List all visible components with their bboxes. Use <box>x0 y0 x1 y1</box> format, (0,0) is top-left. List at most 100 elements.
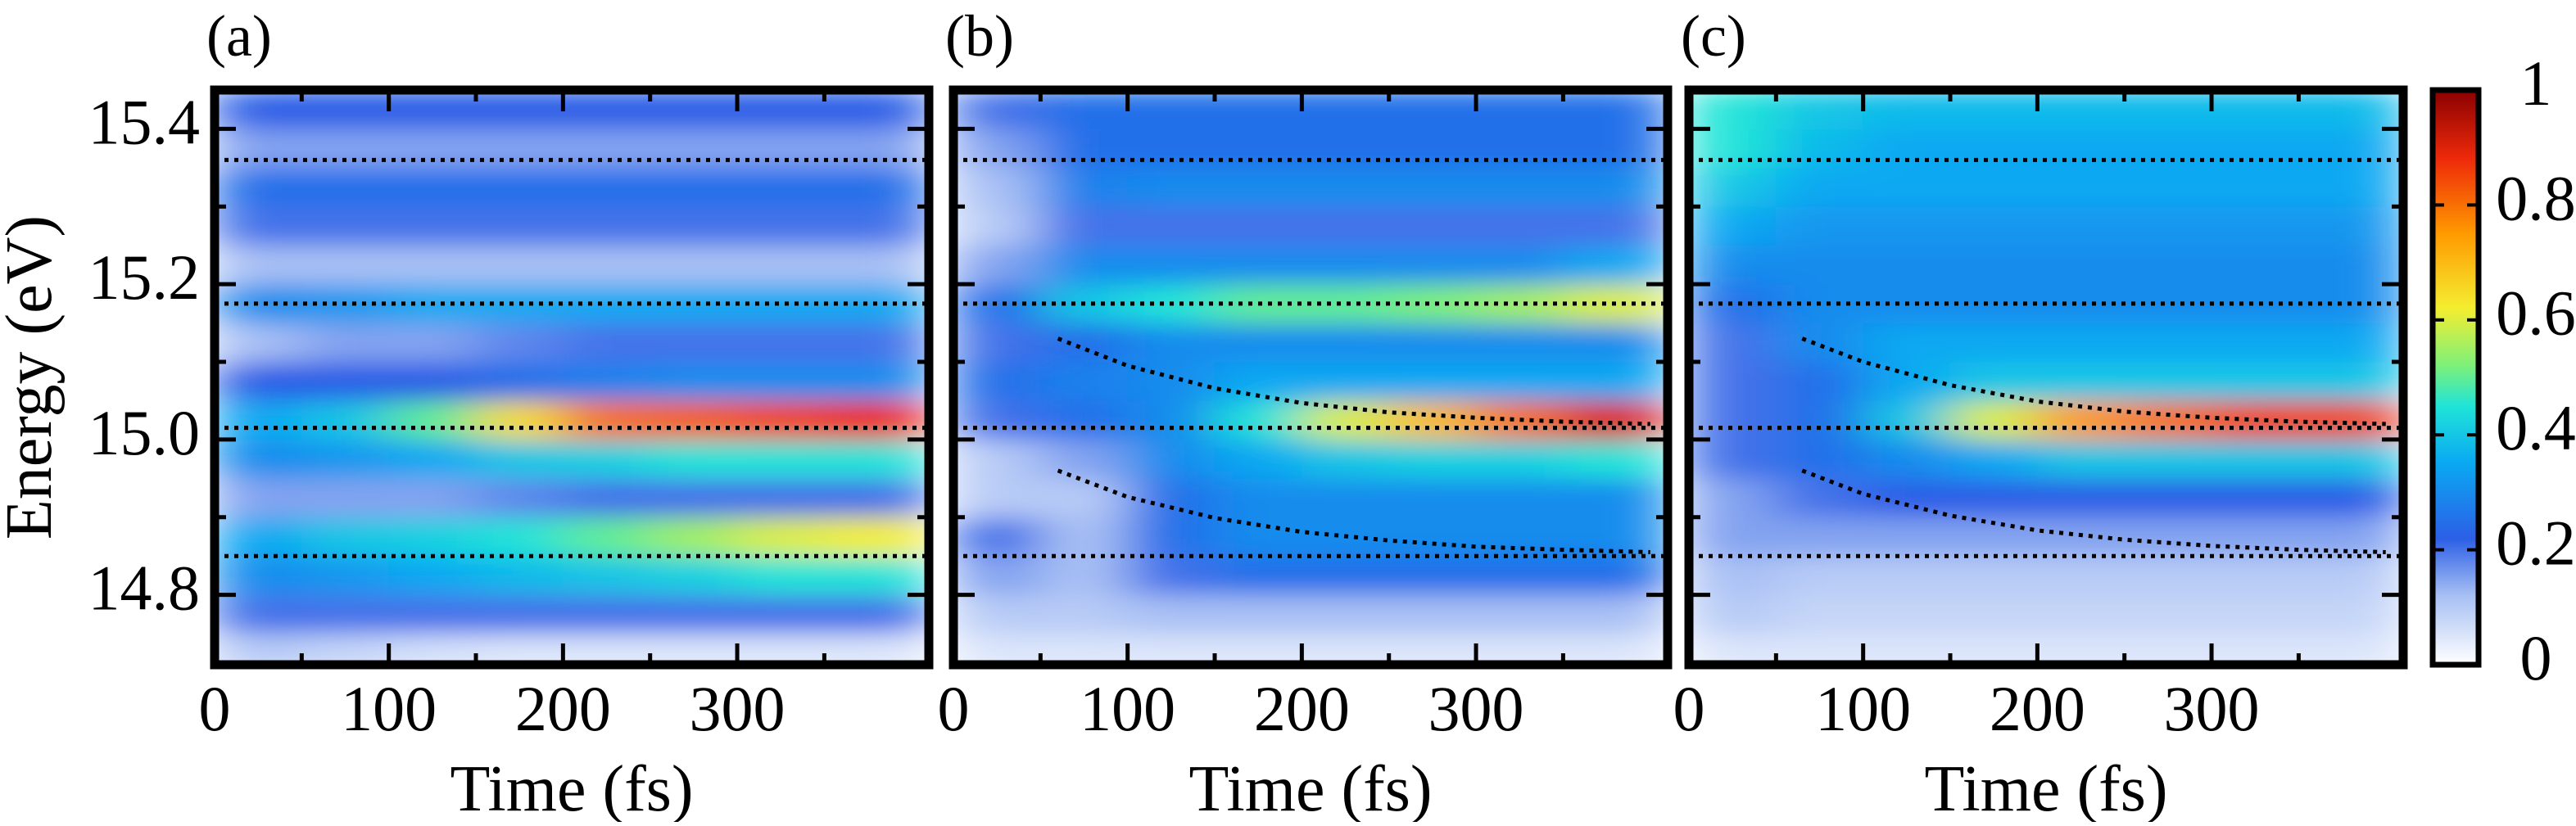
heatmap-cell <box>301 90 390 129</box>
heatmap-cell <box>2124 555 2212 596</box>
heatmap-cell <box>1775 633 1864 665</box>
heatmap-cell <box>953 283 1041 324</box>
heatmap-cell <box>215 128 302 169</box>
heatmap-cell <box>953 245 1041 285</box>
heatmap-cell <box>2298 477 2403 518</box>
heatmap-cell <box>823 205 929 246</box>
heatmap-cell <box>1214 517 1302 557</box>
heatmap-cell <box>1949 167 2038 207</box>
heatmap-cell <box>215 477 302 518</box>
heatmap-cell <box>1562 399 1668 440</box>
heatmap-cell <box>2298 128 2403 169</box>
heatmap-cell <box>1039 594 1129 634</box>
heatmap-cell <box>1039 323 1129 363</box>
plot-area <box>953 90 1668 665</box>
heatmap-cell <box>1775 361 1864 401</box>
heatmap-cell <box>215 167 302 207</box>
heatmap-cell <box>823 633 929 665</box>
heatmap-cell <box>1863 517 1951 557</box>
heatmap-cell <box>1689 205 1777 246</box>
heatmap-cell <box>1475 477 1564 518</box>
heatmap-cell <box>2124 90 2212 129</box>
heatmap-cell <box>1301 555 1390 596</box>
heatmap-cell <box>650 555 738 596</box>
heatmap-cell <box>1775 555 1864 596</box>
heatmap-cell <box>1863 245 1951 285</box>
heatmap-cell <box>650 399 738 440</box>
heatmap-cell <box>1301 167 1390 207</box>
heatmap-cell <box>1301 205 1390 246</box>
heatmap-cell <box>562 594 651 634</box>
heatmap-cell <box>1689 323 1777 363</box>
heatmap-cell <box>650 167 738 207</box>
heatmap-cell <box>2036 283 2126 324</box>
heatmap-cell <box>388 167 477 207</box>
heatmap-cell <box>475 361 564 401</box>
heatmap-cell <box>1949 399 2038 440</box>
heatmap-cell <box>1388 477 1477 518</box>
heatmap-cell <box>2298 323 2403 363</box>
heatmap-cell <box>2036 90 2126 129</box>
heatmap-cell <box>215 439 302 479</box>
heatmap-cell <box>215 633 302 665</box>
heatmap-cell <box>953 323 1041 363</box>
heatmap-cell <box>562 399 651 440</box>
heatmap-cell <box>1689 439 1777 479</box>
heatmap-cell <box>736 477 825 518</box>
heatmap-cell <box>1127 167 1216 207</box>
heatmap-cell <box>1214 167 1302 207</box>
heatmap-cell <box>1775 245 1864 285</box>
heatmap-cell <box>1301 283 1390 324</box>
heatmap-cell <box>1775 128 1864 169</box>
heatmap-cell <box>1214 399 1302 440</box>
heatmap-cell <box>1388 517 1477 557</box>
heatmap-cell <box>1689 283 1777 324</box>
heatmap-cell <box>1775 205 1864 246</box>
plot-area <box>1689 90 2403 665</box>
heatmap-cell <box>953 90 1041 129</box>
heatmap-cell <box>1475 517 1564 557</box>
heatmap-cell <box>1863 323 1951 363</box>
heatmap-cell <box>2298 633 2403 665</box>
heatmap-cell <box>1388 90 1477 129</box>
heatmap-cell <box>1301 90 1390 129</box>
heatmap-cell <box>2211 361 2299 401</box>
heatmap-cell <box>1562 517 1668 557</box>
panel-label: (b) <box>945 3 1014 69</box>
colorbar-tick-label: 0 <box>2520 622 2552 693</box>
heatmap-cell <box>475 323 564 363</box>
heatmap-cell <box>2124 517 2212 557</box>
heatmap-cell <box>1388 399 1477 440</box>
heatmap-cell <box>953 399 1041 440</box>
x-tick-label: 300 <box>1428 673 1524 744</box>
colorbar <box>2433 90 2479 665</box>
heatmap-cell <box>475 633 564 665</box>
heatmap-cell <box>1863 594 1951 634</box>
heatmap-cell <box>1562 205 1668 246</box>
heatmap-cell <box>215 594 302 634</box>
panel-label: (a) <box>206 3 272 69</box>
heatmap-cell <box>562 361 651 401</box>
heatmap-cell <box>1863 633 1951 665</box>
x-tick-label: 200 <box>515 673 611 744</box>
heatmap-cell <box>1214 323 1302 363</box>
heatmap-cell <box>388 128 477 169</box>
heatmap-cell <box>1689 128 1777 169</box>
heatmap-cell <box>650 283 738 324</box>
heatmap-cell <box>1127 128 1216 169</box>
heatmap-cell <box>1301 477 1390 518</box>
heatmap-cell <box>1475 555 1564 596</box>
heatmap-cell <box>1863 439 1951 479</box>
heatmap-cell <box>953 594 1041 634</box>
heatmap-cell <box>1039 555 1129 596</box>
y-tick-label: 14.8 <box>88 553 201 624</box>
heatmap-cell <box>1388 633 1477 665</box>
heatmap-cell <box>736 323 825 363</box>
x-axis-label: Time (fs) <box>450 753 693 822</box>
heatmap-cell <box>1214 205 1302 246</box>
heatmap-cell <box>953 439 1041 479</box>
heatmap-cell <box>562 245 651 285</box>
heatmap-cell <box>1689 633 1777 665</box>
heatmap-cell <box>1127 205 1216 246</box>
heatmap-cell <box>650 245 738 285</box>
